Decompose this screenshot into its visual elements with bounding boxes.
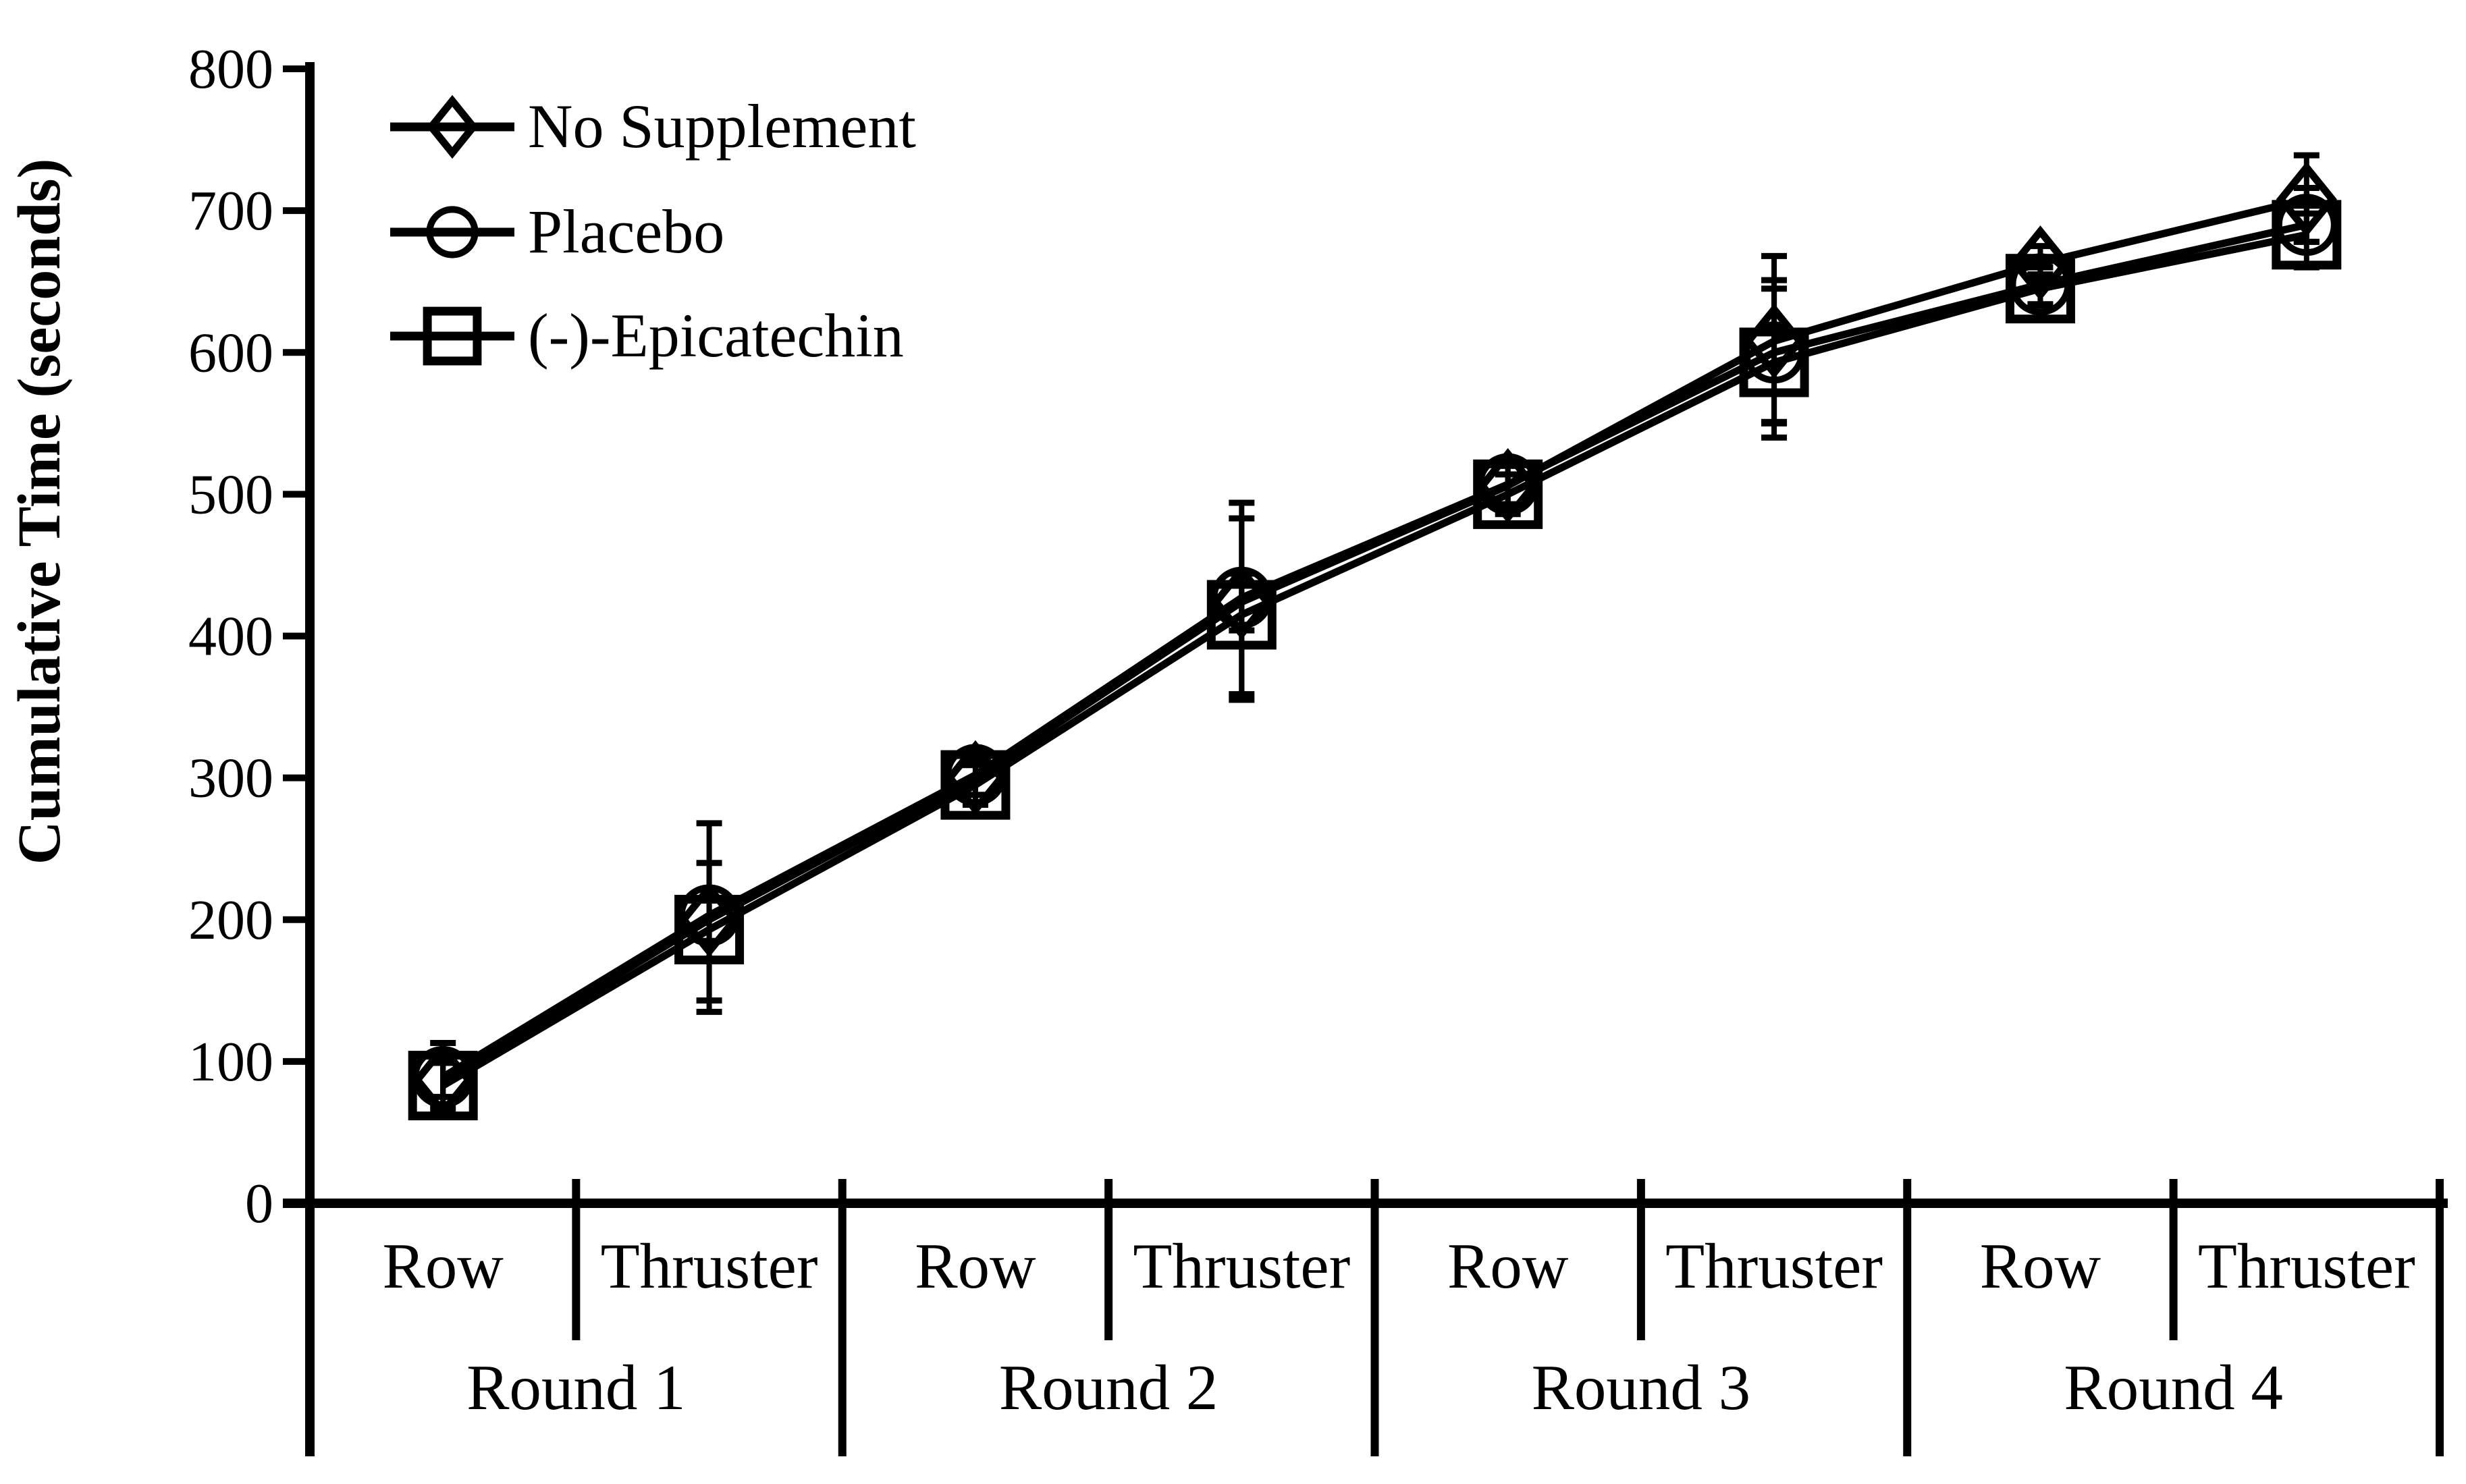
y-tick-label: 400: [188, 605, 273, 668]
marker-square: [408, 1051, 478, 1121]
marker-diamond: [1211, 564, 1272, 640]
marker-square: [674, 894, 745, 964]
category-label: Row: [382, 1230, 504, 1302]
legend-marker-circle: [426, 206, 479, 258]
legend-marker-square: [423, 306, 482, 366]
series-line-square: [441, 231, 2307, 1089]
legend-label: Placebo: [528, 197, 724, 266]
round-label: Round 1: [466, 1352, 686, 1423]
marker-square: [1473, 459, 1543, 529]
marker-diamond: [944, 740, 1007, 816]
marker-square: [2005, 254, 2075, 324]
marker-diamond: [1477, 448, 1538, 524]
round-label: Round 2: [999, 1352, 1218, 1423]
marker-square: [940, 750, 1011, 820]
y-tick-label: 800: [188, 38, 273, 101]
marker-diamond: [2010, 225, 2071, 301]
category-label: Row: [915, 1230, 1036, 1302]
marker-square: [1206, 580, 1277, 650]
y-tick-label: 600: [188, 321, 273, 384]
y-tick-label: 0: [245, 1172, 273, 1235]
legend-marker-diamond: [426, 94, 479, 159]
category-label: Thruster: [601, 1230, 818, 1302]
y-tick-label: 100: [188, 1030, 273, 1093]
legend-item: No Supplement: [390, 92, 916, 161]
legend-label: (-)-Epicatechin: [528, 301, 904, 370]
y-tick-label: 200: [188, 889, 273, 952]
y-tick-label: 700: [188, 180, 273, 242]
legend-item: Placebo: [390, 197, 724, 266]
category-label: Row: [1980, 1230, 2101, 1302]
y-tick-label: 300: [188, 747, 273, 810]
category-label: Thruster: [2198, 1230, 2415, 1302]
y-tick-label: 500: [188, 463, 273, 526]
y-axis-title: Cumulative Time (seconds): [6, 159, 73, 865]
marker-diamond: [678, 882, 740, 958]
series-line-circle: [441, 221, 2308, 1080]
marker-diamond: [2276, 161, 2337, 238]
legend-label: No Supplement: [528, 92, 916, 161]
category-label: Thruster: [1665, 1230, 1883, 1302]
marker-square: [1739, 327, 1809, 397]
marker-square: [2272, 200, 2342, 270]
category-label: Thruster: [1133, 1230, 1350, 1302]
round-label: Round 4: [2064, 1352, 2283, 1423]
category-label: Row: [1447, 1230, 1569, 1302]
legend-item: (-)-Epicatechin: [390, 301, 904, 370]
round-label: Round 3: [1532, 1352, 1751, 1423]
